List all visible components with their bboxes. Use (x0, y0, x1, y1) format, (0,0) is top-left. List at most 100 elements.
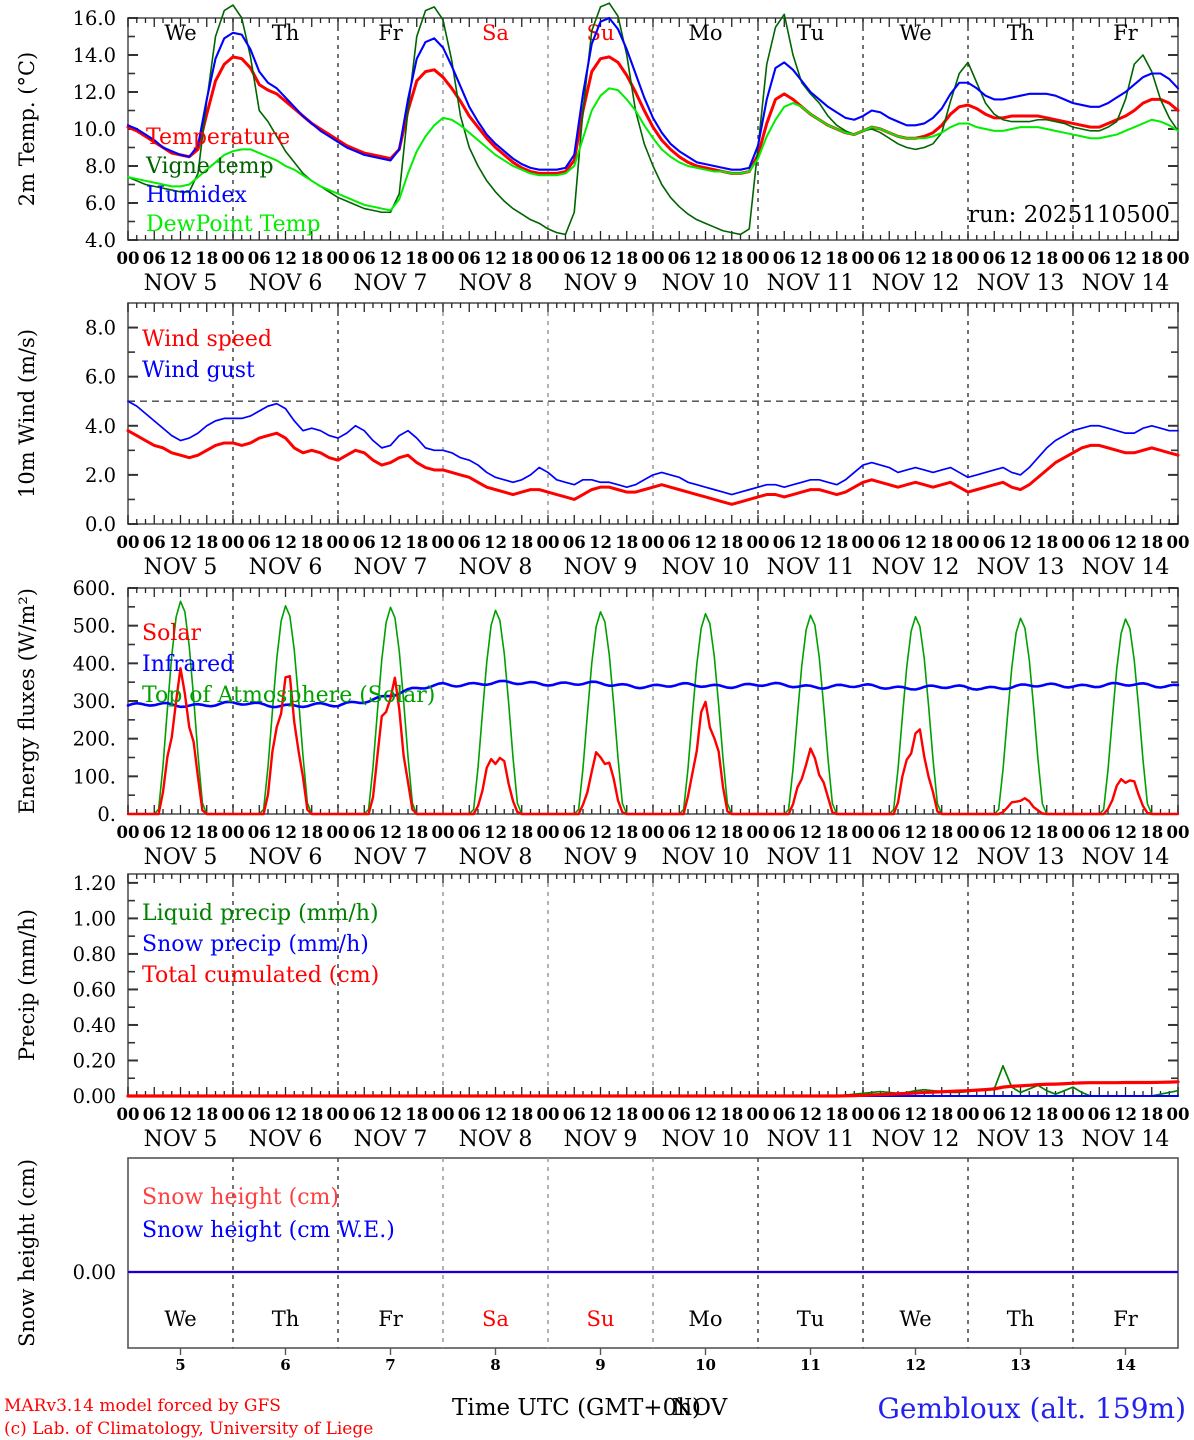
hour-axis-label: 12 (904, 249, 927, 268)
hour-axis-label: 00 (1167, 823, 1190, 842)
hour-axis-label: 00 (117, 1105, 140, 1124)
date-number-label: 11 (800, 1356, 821, 1374)
hour-axis-label: 12 (169, 1105, 192, 1124)
date-axis-label: NOV 9 (564, 845, 638, 870)
date-number-label: 6 (280, 1356, 290, 1374)
hour-axis-label: 18 (1140, 249, 1163, 268)
hour-axis-label: 06 (353, 533, 376, 552)
hour-axis-label: 18 (300, 1105, 323, 1124)
hour-axis-label: 00 (1062, 1105, 1085, 1124)
hour-axis-label: 12 (379, 1105, 402, 1124)
hour-axis-label: 06 (143, 823, 166, 842)
date-axis-label: NOV 12 (872, 555, 960, 580)
hour-axis-label: 12 (589, 823, 612, 842)
hour-axis-label: 12 (169, 249, 192, 268)
hour-axis-label: 06 (773, 823, 796, 842)
hour-axis-label: 00 (117, 249, 140, 268)
day-of-week-label: Th (1007, 1307, 1035, 1331)
hour-axis-label: 18 (1035, 249, 1058, 268)
hour-axis-label: 06 (983, 1105, 1006, 1124)
date-axis-label: NOV 10 (662, 1127, 750, 1152)
y-tick-label: 300. (73, 690, 116, 713)
hour-axis-label: 18 (720, 249, 743, 268)
date-axis-label: NOV 8 (459, 1127, 533, 1152)
legend-entry: Solar (142, 621, 201, 646)
hour-axis-label: 06 (878, 823, 901, 842)
panel-temperature: 4.0 6.0 8.0 10.0 12.0 14.0 16.0 2m Temp. (°C) We… (15, 2, 1189, 296)
legend-entry: Snow precip (mm/h) (142, 932, 369, 957)
hour-axis-label: 18 (930, 533, 953, 552)
hour-axis-label: 06 (668, 1105, 691, 1124)
hour-axis-label: 18 (1140, 1105, 1163, 1124)
hour-axis-label: 06 (458, 1105, 481, 1124)
hour-axis-label: 18 (720, 533, 743, 552)
date-axis-label: NOV 5 (144, 271, 218, 296)
date-axis-label: NOV 6 (249, 845, 323, 870)
hour-axis-label: 12 (1114, 1105, 1137, 1124)
y-tick-label: 0.00 (73, 1085, 116, 1108)
hour-axis-label: 00 (327, 823, 350, 842)
date-axis-label: NOV 8 (459, 271, 533, 296)
hour-axis-label: 12 (1009, 249, 1032, 268)
day-of-week-label: We (164, 21, 196, 45)
y-tick-label: 1.20 (73, 872, 116, 895)
hour-axis-label: 06 (248, 533, 271, 552)
hour-axis-label: 06 (458, 823, 481, 842)
hour-axis-label: 18 (1035, 1105, 1058, 1124)
hour-axis-label: 12 (1009, 533, 1032, 552)
day-of-week-label: Mo (688, 21, 722, 45)
hour-axis-label: 12 (694, 533, 717, 552)
day-of-week-label: Fr (1113, 1307, 1139, 1331)
y-tick-label: 4.0 (85, 415, 116, 438)
date-axis-label: NOV 10 (662, 555, 750, 580)
hour-axis-label: 06 (773, 1105, 796, 1124)
date-number-label: 9 (595, 1356, 605, 1374)
hour-axis-label: 12 (1114, 823, 1137, 842)
date-axis-label: NOV 7 (354, 1127, 428, 1152)
hour-axis-label: 12 (904, 823, 927, 842)
hour-axis-label: 06 (563, 1105, 586, 1124)
hour-axis-label: 12 (274, 823, 297, 842)
date-axis-label: NOV 14 (1082, 555, 1170, 580)
hour-axis-label: 00 (1167, 533, 1190, 552)
hour-axis-label: 12 (904, 1105, 927, 1124)
date-number-label: 5 (175, 1356, 185, 1374)
date-axis-label: NOV 13 (977, 555, 1065, 580)
legend-entry: Snow height (cm W.E.) (142, 1218, 395, 1243)
legend-entry: Vigne temp (145, 154, 274, 179)
y-tick-label: 0.60 (73, 978, 116, 1001)
hour-axis-label: 18 (1140, 533, 1163, 552)
hour-axis-label: 12 (379, 533, 402, 552)
hour-axis-label: 18 (825, 823, 848, 842)
hour-axis-label: 06 (878, 249, 901, 268)
hour-axis-label: 06 (248, 823, 271, 842)
legend-entry: Top of Atmosphere (Solar) (142, 683, 435, 708)
hour-axis-label: 06 (983, 823, 1006, 842)
series-infrared (126, 679, 1180, 709)
hour-axis-label: 00 (957, 1105, 980, 1124)
date-axis-label: NOV 14 (1082, 1127, 1170, 1152)
hour-axis-label: 18 (930, 1105, 953, 1124)
y-axis-title: 10m Wind (m/s) (15, 329, 39, 498)
y-tick-label: 12.0 (73, 81, 116, 104)
hour-axis-label: 18 (195, 249, 218, 268)
hour-axis-label: 00 (852, 1105, 875, 1124)
hour-axis-label: 12 (799, 249, 822, 268)
date-number-label: 7 (385, 1356, 395, 1374)
run-label: run: 2025110500 (968, 202, 1170, 228)
y-tick-label: 2.0 (85, 464, 116, 487)
date-axis-label: NOV 10 (662, 271, 750, 296)
hour-axis-label: 18 (195, 823, 218, 842)
day-of-week-label: Sa (482, 1307, 509, 1331)
panel-wind: 0.0 2.0 4.0 6.0 8.0 10m Wind (m/s) Wind speed W… (15, 302, 1190, 580)
hour-axis-label: 18 (720, 1105, 743, 1124)
hour-axis-label: 00 (432, 249, 455, 268)
hour-axis-label: 00 (537, 823, 560, 842)
hour-axis-label: 00 (222, 533, 245, 552)
hour-axis-label: 18 (405, 1105, 428, 1124)
y-tick-label: 0.00 (73, 1261, 116, 1284)
hour-axis-label: 12 (799, 1105, 822, 1124)
hour-axis-label: 12 (484, 1105, 507, 1124)
y-tick-label: 600. (73, 577, 116, 600)
hour-axis-label: 18 (1140, 823, 1163, 842)
